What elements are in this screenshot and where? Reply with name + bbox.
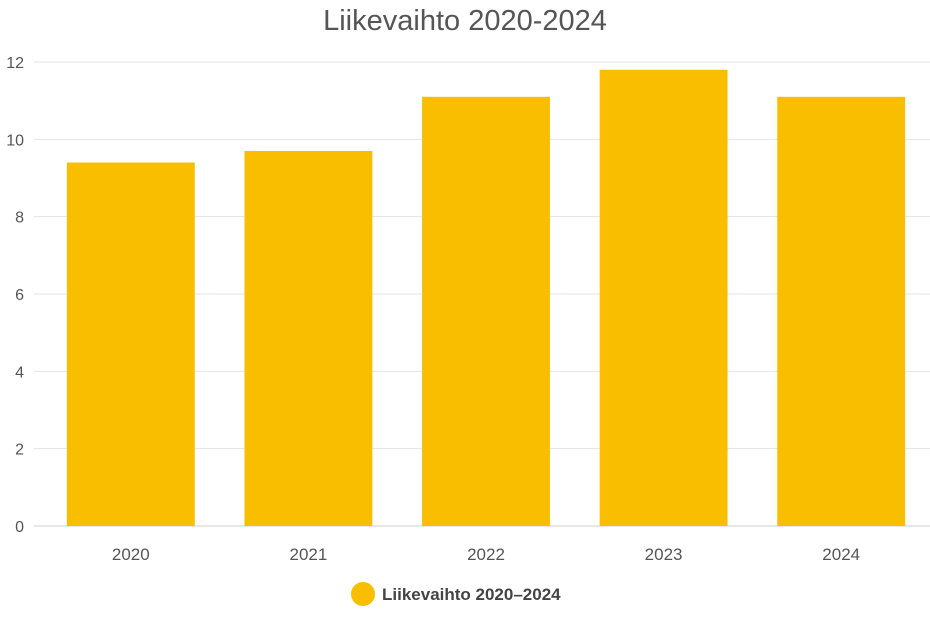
legend-swatch bbox=[351, 582, 375, 606]
y-tick-label: 2 bbox=[15, 442, 24, 459]
y-tick-label: 6 bbox=[15, 287, 24, 304]
x-tick-label: 2023 bbox=[645, 545, 683, 564]
x-tick-label: 2021 bbox=[289, 545, 327, 564]
bar-2023[interactable] bbox=[599, 69, 728, 526]
y-tick-label: 10 bbox=[6, 132, 24, 149]
legend[interactable]: Liikevaihto 2020–2024 bbox=[351, 582, 561, 606]
y-tick-label: 8 bbox=[15, 210, 24, 227]
x-tick-label: 2020 bbox=[112, 545, 150, 564]
bars bbox=[66, 69, 906, 527]
x-axis-ticks: 2020 2021 2022 2023 2024 bbox=[112, 545, 860, 564]
x-tick-label: 2024 bbox=[822, 545, 860, 564]
bar-2020[interactable] bbox=[66, 162, 195, 527]
y-tick-label: 12 bbox=[6, 55, 24, 72]
y-tick-label: 0 bbox=[15, 519, 24, 536]
chart-title: Liikevaihto 2020-2024 bbox=[323, 5, 607, 37]
y-axis-ticks: 0 2 4 6 8 10 12 bbox=[6, 55, 24, 536]
bar-2022[interactable] bbox=[422, 96, 550, 527]
y-tick-label: 4 bbox=[15, 364, 24, 381]
bar-2021[interactable] bbox=[244, 150, 373, 526]
x-tick-label: 2022 bbox=[467, 545, 505, 564]
bar-2024[interactable] bbox=[777, 96, 906, 527]
legend-label: Liikevaihto 2020–2024 bbox=[382, 585, 561, 604]
